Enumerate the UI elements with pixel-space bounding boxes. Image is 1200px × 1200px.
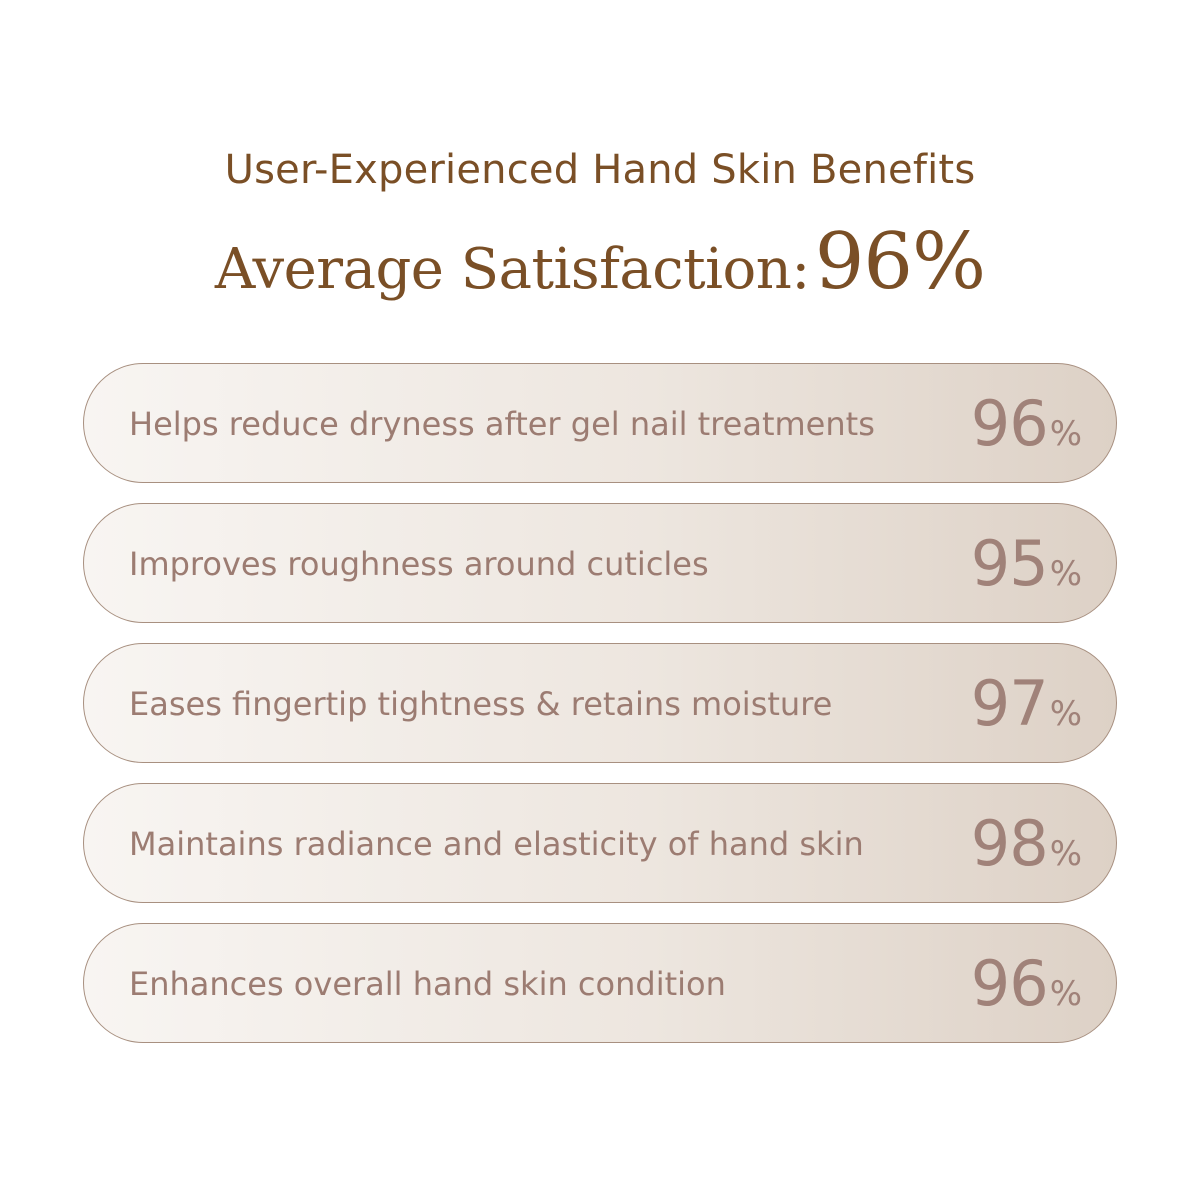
- benefit-list: Helps reduce dryness after gel nail trea…: [83, 363, 1117, 1063]
- benefit-label: Enhances overall hand skin condition: [129, 965, 726, 1003]
- benefit-value: 98: [970, 807, 1049, 880]
- headline-value: 96%: [814, 217, 986, 307]
- benefit-item-roughness: Improves roughness around cuticles 95%: [83, 503, 1117, 623]
- headline-label: Average Satisfaction:: [214, 237, 810, 302]
- percent-sign: %: [1049, 414, 1082, 454]
- percent-sign: %: [1049, 834, 1082, 874]
- benefit-value: 95: [970, 527, 1049, 600]
- percent-sign: %: [1049, 694, 1082, 734]
- benefit-value: 96: [970, 387, 1049, 460]
- benefit-percentage: 97%: [971, 644, 1082, 764]
- benefit-item-tightness: Eases fingertip tightness & retains mois…: [83, 643, 1117, 763]
- benefit-label: Eases fingertip tightness & retains mois…: [129, 685, 833, 723]
- benefit-percentage: 98%: [971, 784, 1082, 904]
- benefit-value: 97: [970, 667, 1049, 740]
- benefit-percentage: 95%: [971, 504, 1082, 624]
- percent-sign: %: [1049, 554, 1082, 594]
- percent-sign: %: [1049, 974, 1082, 1014]
- benefit-label: Maintains radiance and elasticity of han…: [129, 825, 864, 863]
- benefit-item-dryness: Helps reduce dryness after gel nail trea…: [83, 363, 1117, 483]
- benefit-percentage: 96%: [971, 364, 1082, 484]
- benefit-label: Improves roughness around cuticles: [129, 545, 709, 583]
- subtitle: User-Experienced Hand Skin Benefits: [224, 147, 976, 193]
- benefit-value: 96: [970, 947, 1049, 1020]
- benefit-label: Helps reduce dryness after gel nail trea…: [129, 405, 875, 443]
- benefit-item-radiance: Maintains radiance and elasticity of han…: [83, 783, 1117, 903]
- headline: Average Satisfaction: 96%: [0, 212, 1200, 333]
- benefit-item-overall: Enhances overall hand skin condition 96%: [83, 923, 1117, 1043]
- benefit-percentage: 96%: [971, 924, 1082, 1044]
